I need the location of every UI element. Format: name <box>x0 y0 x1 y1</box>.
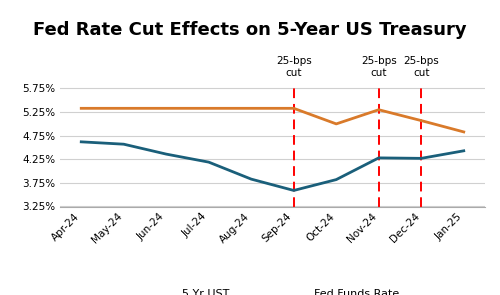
Text: 25-bps
cut: 25-bps cut <box>276 56 312 78</box>
Text: 25-bps
cut: 25-bps cut <box>404 56 439 78</box>
Text: Fed Rate Cut Effects on 5-Year US Treasury: Fed Rate Cut Effects on 5-Year US Treasu… <box>33 21 467 39</box>
Legend: 5 Yr UST
(monthly avg), Fed Funds Rate
(monthly avg): 5 Yr UST (monthly avg), Fed Funds Rate (… <box>146 289 400 295</box>
Text: 25-bps
cut: 25-bps cut <box>361 56 396 78</box>
